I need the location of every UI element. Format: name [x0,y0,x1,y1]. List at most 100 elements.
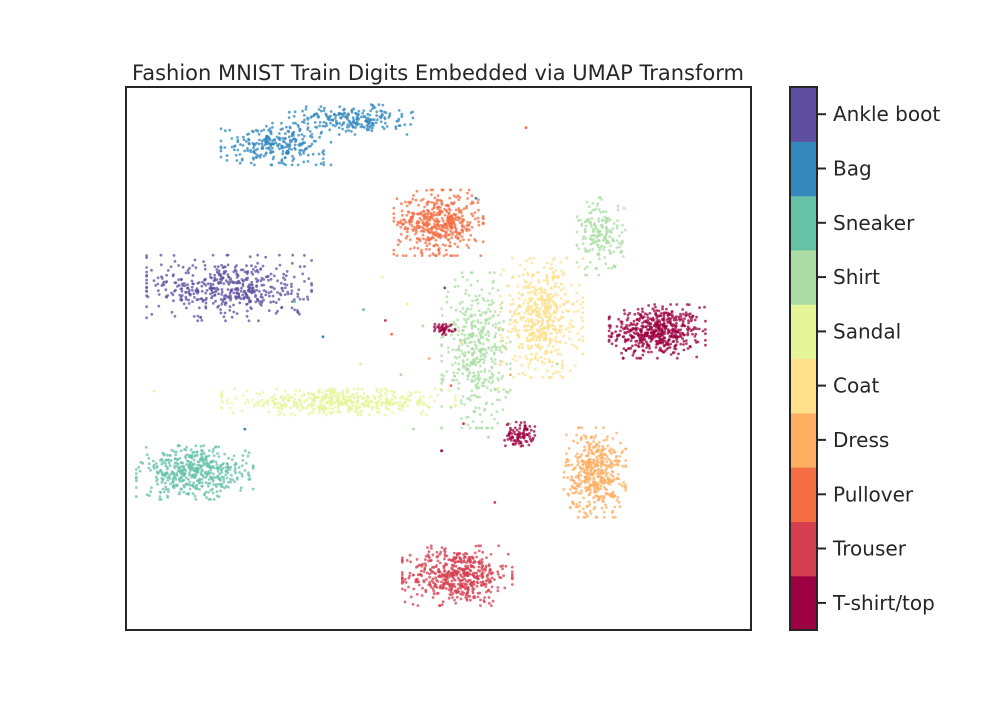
data-point [226,401,230,405]
data-point [582,459,585,463]
data-point [415,237,419,240]
data-point [662,322,665,326]
data-point [275,387,278,391]
data-point [220,288,224,291]
data-point [298,265,302,269]
data-point [351,116,355,120]
data-point [378,391,382,395]
data-point [397,407,400,411]
data-point [337,113,340,116]
data-point [456,326,460,329]
data-point [274,301,278,304]
data-point [577,482,581,486]
data-point [552,311,556,315]
data-point [435,217,439,221]
data-point [466,564,470,568]
data-point [601,444,604,448]
data-point [347,389,350,393]
data-point [529,346,533,350]
data-point [571,303,574,307]
data-point [301,141,305,145]
data-point [422,570,426,573]
data-point [471,354,474,357]
data-point [451,348,455,351]
data-point [275,135,279,139]
data-point [191,451,195,454]
data-point [317,389,321,393]
data-point [614,344,618,348]
data-point [514,420,518,424]
data-point [252,142,256,146]
data-point [265,399,268,403]
data-point [205,289,209,292]
data-point [478,559,482,562]
data-point [623,338,627,341]
data-point [185,492,189,495]
data-point [693,335,697,338]
data-point [647,304,650,307]
data-point [457,329,461,333]
data-point [616,460,619,464]
data-point [615,431,618,435]
data-point [299,400,302,404]
data-point [515,428,519,432]
data-point [440,354,443,358]
data-point [319,162,323,166]
data-point [451,596,454,599]
data-point [518,427,522,430]
data-point [572,310,576,314]
data-point [202,457,205,460]
data-point [428,215,432,219]
data-point [548,341,552,345]
data-point [479,598,482,602]
data-point [341,402,345,406]
data-point [280,121,283,125]
data-point [546,282,550,286]
data-point [168,477,172,480]
data-point [481,342,485,346]
data-point [499,359,503,363]
data-point [409,595,413,599]
data-point [510,570,514,574]
data-point [220,406,224,410]
data-point [391,394,394,397]
data-point [277,161,281,165]
data-point [453,598,456,602]
data-point [196,470,200,474]
data-point [246,309,249,313]
data-point [452,320,455,324]
data-point [211,450,215,454]
data-point [484,582,488,586]
data-point [367,122,371,126]
data-point [695,327,699,331]
data-point [522,302,526,305]
data-point [434,387,437,391]
data-point [608,230,612,234]
data-point [462,225,466,229]
data-point [368,125,372,129]
data-point [588,503,592,506]
data-point [171,293,175,297]
data-point [562,476,566,479]
data-point [667,338,671,342]
data-point [498,398,501,402]
data-point [307,392,310,395]
data-point [282,272,286,276]
data-point [581,463,585,466]
data-point [241,459,245,462]
data-point [422,209,425,213]
data-point [606,230,609,234]
data-point [570,463,574,467]
data-point [182,302,186,306]
data-point [621,223,624,227]
data-point [606,457,610,461]
data-point [356,116,360,120]
data-point [637,356,641,360]
data-point [400,573,404,577]
data-point [369,109,373,113]
data-point [306,122,310,126]
data-point [271,139,274,143]
data-point [448,586,452,589]
data-point [453,585,457,589]
data-point [360,123,363,126]
